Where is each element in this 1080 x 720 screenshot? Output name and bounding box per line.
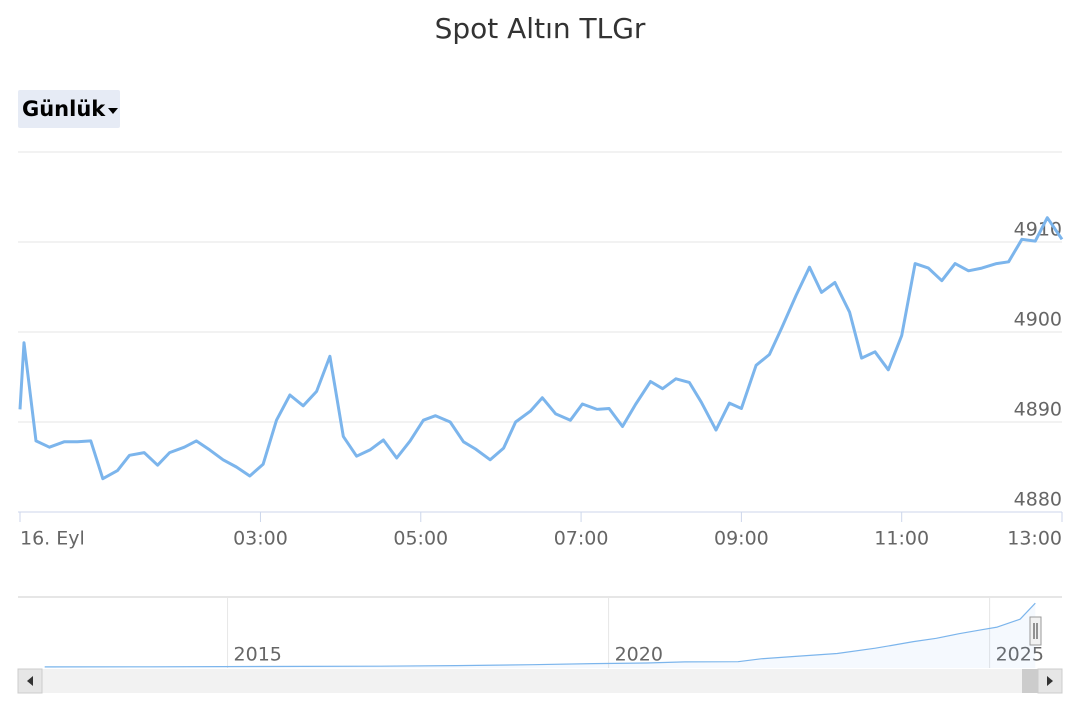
x-tick-label: 13:00 bbox=[1007, 528, 1062, 550]
dropdown-label[interactable]: Günlük bbox=[22, 97, 106, 121]
scrollbar[interactable] bbox=[17, 668, 1063, 694]
navigator-x-label: 2020 bbox=[615, 644, 663, 666]
navigator-handle[interactable] bbox=[1029, 616, 1042, 646]
price-line bbox=[18, 216, 1064, 481]
scrollbar-thumb[interactable] bbox=[1022, 669, 1038, 693]
scrollbar-track[interactable] bbox=[18, 669, 1062, 693]
handle[interactable] bbox=[1029, 616, 1042, 646]
dropdown-caret[interactable] bbox=[108, 108, 118, 114]
chart-title: Spot Altın TLGr bbox=[435, 12, 646, 45]
navigator-x-label: 2025 bbox=[996, 644, 1044, 666]
period-dropdown[interactable]: Günlük bbox=[18, 90, 120, 128]
arrow-right bbox=[1047, 676, 1053, 686]
arrow-left bbox=[27, 676, 33, 686]
navigator: 2015 2020 2025 bbox=[44, 597, 1044, 668]
navigator-x-label: 2015 bbox=[234, 644, 282, 666]
dropdown-bg[interactable] bbox=[18, 90, 120, 128]
y-tick-label: 4900 bbox=[1014, 309, 1062, 331]
y-tick-label: 4890 bbox=[1014, 399, 1062, 421]
navigator-area bbox=[44, 603, 1036, 668]
x-tick-label: 07:00 bbox=[554, 528, 609, 550]
x-tick-label: 11:00 bbox=[874, 528, 929, 550]
x-tick-label: 05:00 bbox=[393, 528, 448, 550]
x-tick-label: 16. Eyl bbox=[20, 528, 85, 550]
x-tick-label: 03:00 bbox=[233, 528, 288, 550]
y-tick-label: 4880 bbox=[1014, 489, 1062, 511]
x-tick-label: 09:00 bbox=[714, 528, 769, 550]
navigator-line bbox=[44, 602, 1036, 668]
